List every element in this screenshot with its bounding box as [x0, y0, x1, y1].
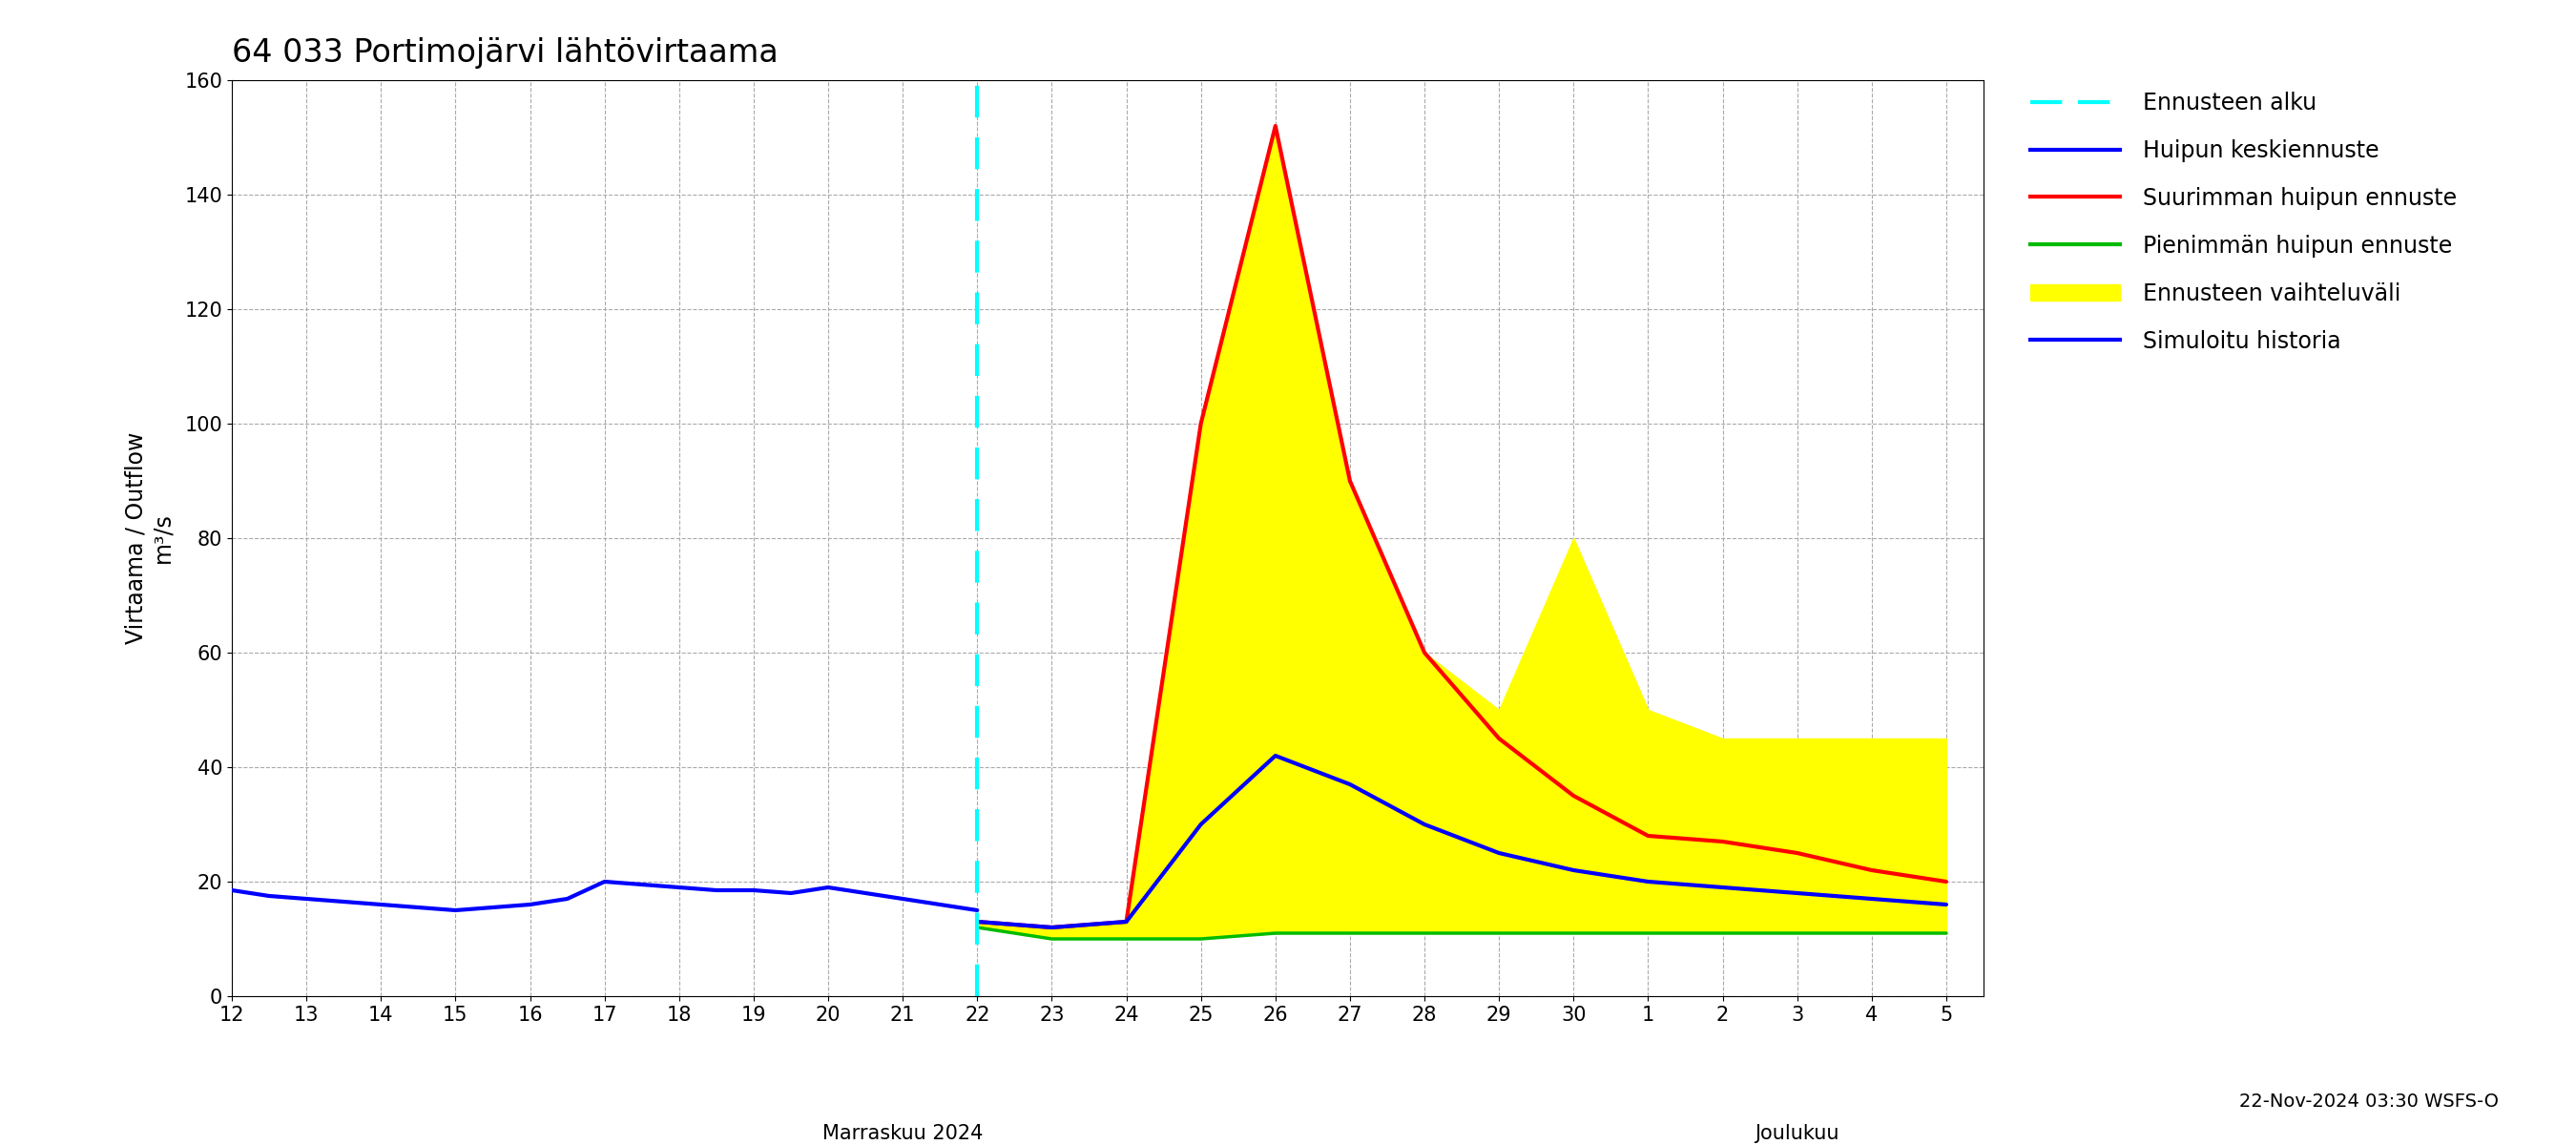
Y-axis label: Virtaama / Outflow
m³/s: Virtaama / Outflow m³/s — [124, 432, 175, 645]
Legend: Ennusteen alku, Huipun keskiennuste, Suurimman huipun ennuste, Pienimmän huipun : Ennusteen alku, Huipun keskiennuste, Suu… — [2030, 92, 2458, 353]
Text: Marraskuu 2024
November: Marraskuu 2024 November — [822, 1124, 984, 1145]
Text: 64 033 Portimojärvi lähtövirtaama: 64 033 Portimojärvi lähtövirtaama — [232, 37, 778, 69]
Text: Joulukuu
December: Joulukuu December — [1747, 1124, 1850, 1145]
Text: 22-Nov-2024 03:30 WSFS-O: 22-Nov-2024 03:30 WSFS-O — [2239, 1092, 2499, 1111]
